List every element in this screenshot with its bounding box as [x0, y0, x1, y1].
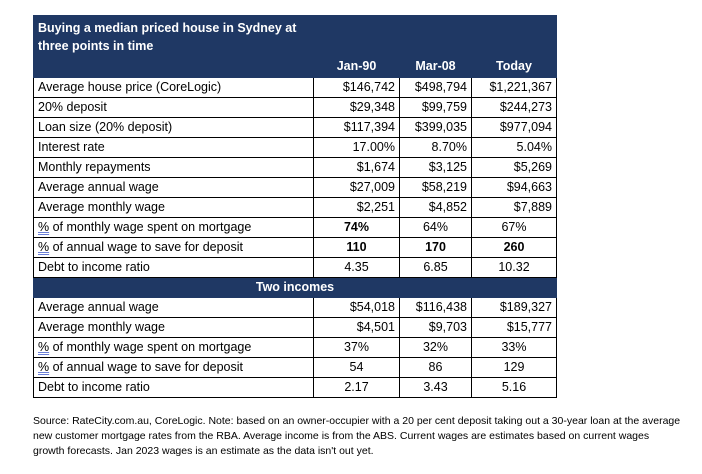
cell: $4,501: [313, 317, 400, 338]
source-note: Source: RateCity.com.au, CoreLogic. Note…: [33, 415, 681, 457]
cell: 129: [471, 357, 557, 378]
cell: 6.85: [399, 257, 472, 278]
cell: $2,251: [313, 197, 400, 218]
cell: 10.32: [471, 257, 557, 278]
table-row: Average annual wage $27,009 $58,219 $94,…: [33, 177, 557, 198]
section-header-row: Two incomes: [33, 277, 557, 298]
table-row: Debt to income ratio 2.17 3.43 5.16: [33, 377, 557, 398]
pct-symbol: %: [38, 360, 50, 374]
row-label: Average monthly wage: [33, 197, 314, 218]
row-label: 20% deposit: [33, 97, 314, 118]
cell: 110: [313, 237, 400, 258]
cell: $94,663: [471, 177, 557, 198]
table-row: Monthly repayments $1,674 $3,125 $5,269: [33, 157, 557, 178]
row-label: Debt to income ratio: [33, 377, 314, 398]
cell: $54,018: [313, 297, 400, 318]
table-row: 20% deposit $29,348 $99,759 $244,273: [33, 97, 557, 118]
cell: $1,674: [313, 157, 400, 178]
row-label: % of monthly wage spent on mortgage: [33, 217, 314, 238]
cell: $146,742: [313, 77, 400, 98]
cell: 8.70%: [399, 137, 472, 158]
table-header-row: Buying a median priced house in Sydney a…: [33, 15, 557, 78]
column-header-jan-90: Jan-90: [313, 15, 400, 78]
cell: $4,852: [399, 197, 472, 218]
row-label-text: of monthly wage spent on mortgage: [49, 340, 252, 354]
row-label-text: of monthly wage spent on mortgage: [49, 220, 252, 234]
cell: 67%: [471, 217, 557, 238]
cell: 3.43: [399, 377, 472, 398]
table-title: Buying a median priced house in Sydney a…: [33, 15, 314, 78]
cell: $9,703: [399, 317, 472, 338]
cell: $29,348: [313, 97, 400, 118]
section-title: Two incomes: [33, 277, 557, 298]
cell: $498,794: [399, 77, 472, 98]
row-label: Average monthly wage: [33, 317, 314, 338]
housing-affordability-table: Buying a median priced house in Sydney a…: [33, 15, 557, 398]
cell: $7,889: [471, 197, 557, 218]
cell: $5,269: [471, 157, 557, 178]
table-row: % of annual wage to save for deposit 110…: [33, 237, 557, 258]
cell: 5.04%: [471, 137, 557, 158]
cell: $27,009: [313, 177, 400, 198]
row-label: Debt to income ratio: [33, 257, 314, 278]
cell: $15,777: [471, 317, 557, 338]
table-row: % of monthly wage spent on mortgage 37% …: [33, 337, 557, 358]
cell: 37%: [313, 337, 400, 358]
cell: $3,125: [399, 157, 472, 178]
cell: $116,438: [399, 297, 472, 318]
table-row: Average monthly wage $2,251 $4,852 $7,88…: [33, 197, 557, 218]
cell: 74%: [313, 217, 400, 238]
cell: $189,327: [471, 297, 557, 318]
row-label: Monthly repayments: [33, 157, 314, 178]
cell: 64%: [399, 217, 472, 238]
cell: 32%: [399, 337, 472, 358]
column-header-mar-08: Mar-08: [399, 15, 472, 78]
cell: $244,273: [471, 97, 557, 118]
column-header-today: Today: [471, 15, 557, 78]
pct-symbol: %: [38, 220, 50, 234]
cell: $117,394: [313, 117, 400, 138]
table-row: % of annual wage to save for deposit 54 …: [33, 357, 557, 378]
cell: 260: [471, 237, 557, 258]
row-label: % of monthly wage spent on mortgage: [33, 337, 314, 358]
row-label-text: of annual wage to save for deposit: [49, 240, 244, 254]
cell: 54: [313, 357, 400, 378]
cell: $399,035: [399, 117, 472, 138]
table-row: % of monthly wage spent on mortgage 74% …: [33, 217, 557, 238]
table-row: Debt to income ratio 4.35 6.85 10.32: [33, 257, 557, 278]
cell: 86: [399, 357, 472, 378]
table-row: Average annual wage $54,018 $116,438 $18…: [33, 297, 557, 318]
table-row: Average monthly wage $4,501 $9,703 $15,7…: [33, 317, 557, 338]
cell: 170: [399, 237, 472, 258]
row-label: % of annual wage to save for deposit: [33, 237, 314, 258]
cell: 5.16: [471, 377, 557, 398]
table-row: Interest rate 17.00% 8.70% 5.04%: [33, 137, 557, 158]
pct-symbol: %: [38, 340, 50, 354]
row-label: Interest rate: [33, 137, 314, 158]
cell: 4.35: [313, 257, 400, 278]
row-label-text: of annual wage to save for deposit: [49, 360, 244, 374]
cell: $99,759: [399, 97, 472, 118]
table-row: Loan size (20% deposit) $117,394 $399,03…: [33, 117, 557, 138]
cell: 17.00%: [313, 137, 400, 158]
pct-symbol: %: [38, 240, 50, 254]
cell: 2.17: [313, 377, 400, 398]
cell: 33%: [471, 337, 557, 358]
row-label: Average annual wage: [33, 177, 314, 198]
table-row: Average house price (CoreLogic) $146,742…: [33, 77, 557, 98]
cell: $977,094: [471, 117, 557, 138]
row-label: Loan size (20% deposit): [33, 117, 314, 138]
row-label: Average annual wage: [33, 297, 314, 318]
cell: $58,219: [399, 177, 472, 198]
row-label: Average house price (CoreLogic): [33, 77, 314, 98]
row-label: % of annual wage to save for deposit: [33, 357, 314, 378]
cell: $1,221,367: [471, 77, 557, 98]
